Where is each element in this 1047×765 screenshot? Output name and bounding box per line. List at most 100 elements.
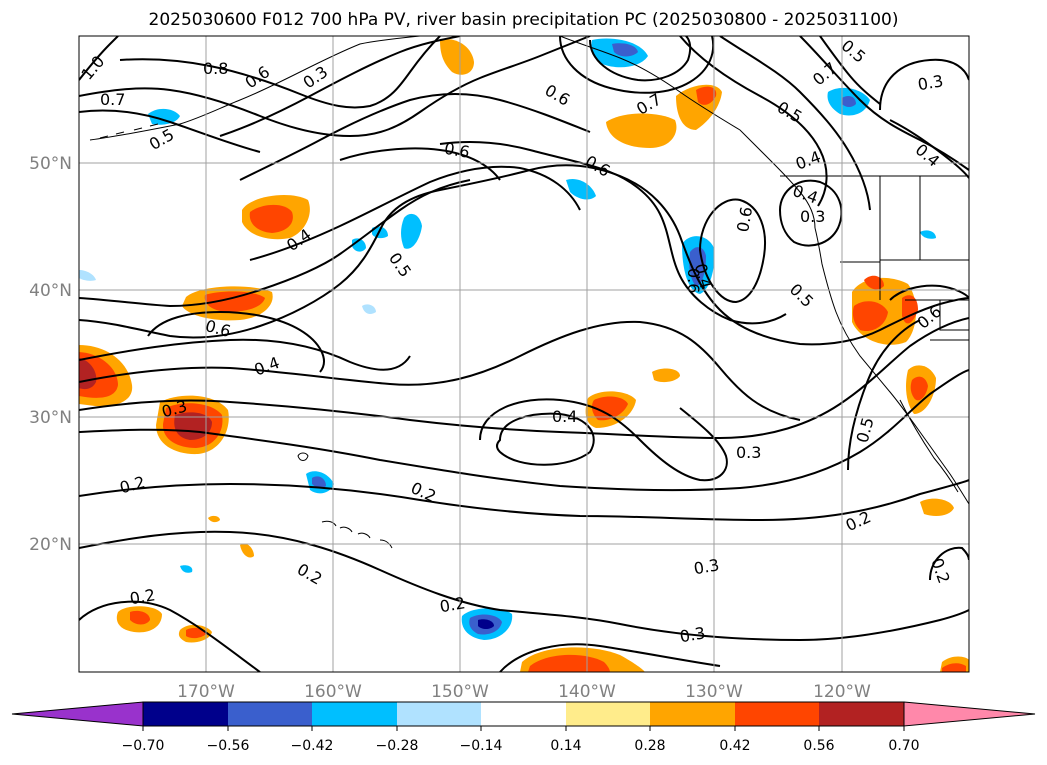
lon-label: 170°W <box>177 682 235 702</box>
precip-blob <box>401 213 422 249</box>
colorbar-segment <box>143 702 228 726</box>
pv-contour-0.4 <box>496 412 595 466</box>
precip-blob <box>204 291 265 312</box>
pv-contour-0.6 <box>799 36 969 171</box>
lon-label: 150°W <box>431 682 489 702</box>
colorbar-segment <box>397 702 481 726</box>
pv-contour-0.3 <box>778 179 843 247</box>
pv-contour-0.6 <box>219 36 461 137</box>
colorbar-tick-label: 0.70 <box>888 738 919 754</box>
pv-contour-0.5 <box>79 109 261 153</box>
longitude-labels: 170°W 160°W 150°W 140°W 130°W 120°W <box>177 682 871 702</box>
us-state-borders <box>840 176 969 341</box>
contour-label: 0.3 <box>800 207 825 226</box>
colorbar-extend-low <box>11 701 144 727</box>
pv-contour-0.4 <box>479 398 728 482</box>
precip-blob <box>612 43 638 57</box>
colorbar-segment <box>735 702 819 726</box>
contour-label: 0.2 <box>128 585 156 608</box>
precip-blob <box>920 230 936 239</box>
colorbar: −0.70 −0.56 −0.42 −0.28 −0.14 0.14 0.28 … <box>11 701 1036 754</box>
precip-blob <box>566 178 596 200</box>
colorbar-segment <box>312 702 397 726</box>
pv-contour-0.6 <box>698 198 766 304</box>
precip-blob <box>920 498 954 516</box>
pv-contour-0.8 <box>119 36 441 109</box>
precip-blob <box>130 610 150 625</box>
precip-blob <box>186 627 206 639</box>
pv-contour-1.0 <box>79 36 119 81</box>
contour-label: 0.6 <box>443 139 471 162</box>
lat-label: 30°N <box>29 408 72 428</box>
colorbar-tick-label: −0.28 <box>376 738 419 754</box>
pv-contour-0.5 <box>679 36 828 207</box>
pv-contour-0.6 <box>559 36 715 94</box>
map-title: 2025030600 F012 700 hPa PV, river basin … <box>148 10 899 30</box>
lon-label: 120°W <box>813 682 871 702</box>
pv-contour-0.4 <box>719 36 871 211</box>
pv-contour-0.3 <box>879 58 969 111</box>
lon-label: 160°W <box>304 682 362 702</box>
colorbar-segment <box>566 702 650 726</box>
contour-label: 0.3 <box>678 623 706 646</box>
small-island <box>297 452 309 461</box>
precip-blob <box>942 663 966 672</box>
pv-contour-0.3 <box>249 165 581 261</box>
colorbar-segment <box>819 702 904 726</box>
precip-blob <box>249 204 293 233</box>
pv-contour-0.6 <box>889 284 969 301</box>
hawaii-islands <box>321 520 393 549</box>
lat-label: 50°N <box>29 154 72 174</box>
precip-blob <box>864 275 884 290</box>
precip-blob <box>372 226 388 239</box>
precip-blob <box>362 304 376 314</box>
colorbar-segment <box>650 702 735 726</box>
precip-blob <box>842 96 856 107</box>
pv-contour-0.5 <box>79 179 471 308</box>
precip-shading <box>79 38 969 672</box>
pv-contour-0.3 <box>79 320 801 421</box>
lon-label: 140°W <box>558 682 616 702</box>
precip-blob <box>240 543 254 558</box>
precip-blob <box>440 39 474 75</box>
colorbar-tick-label: 0.56 <box>803 738 834 754</box>
colorbar-tick-label: −0.56 <box>207 738 250 754</box>
colorbar-ticks <box>142 726 905 731</box>
pv-contour-0.2 <box>79 479 969 522</box>
pv-contour-0.2 <box>499 643 721 672</box>
precip-blob <box>528 654 610 672</box>
pv-contour-0.7 <box>79 36 591 138</box>
contour-label: 0.7 <box>100 90 125 109</box>
alaska-panhandle-coastline <box>559 36 816 229</box>
contour-label: 0.3 <box>916 71 944 94</box>
precip-blob <box>902 295 918 324</box>
colorbar-extend-high <box>903 701 1036 727</box>
lon-label: 130°W <box>685 682 743 702</box>
precip-blob <box>910 376 928 401</box>
pv-contour-0.7 <box>819 36 881 105</box>
precip-blob <box>478 619 494 629</box>
contour-label: 0.2 <box>438 593 466 616</box>
colorbar-tick-label: −0.14 <box>460 738 503 754</box>
coastlines <box>89 36 969 549</box>
lat-label: 40°N <box>29 281 72 301</box>
colorbar-segment <box>228 702 312 726</box>
pv-contour-0.4 <box>79 338 411 371</box>
contour-label: 0.6 <box>684 268 703 293</box>
pv-contour-0.2 <box>79 600 261 672</box>
pv-contour-0.5 <box>847 319 921 471</box>
contour-label: 0.6 <box>733 205 756 233</box>
precip-blob <box>652 368 680 383</box>
colorbar-tick-label: 0.28 <box>634 738 665 754</box>
precip-blob <box>180 565 193 573</box>
pv-contour-0.2 <box>79 530 969 642</box>
precip-blob <box>79 270 96 281</box>
precip-blob <box>208 515 220 523</box>
colorbar-tick-label: −0.70 <box>122 738 165 754</box>
pv-contour-0.5 <box>79 164 969 346</box>
precip-blob <box>696 86 717 105</box>
precip-blob <box>852 301 888 332</box>
precip-blob <box>591 396 628 421</box>
alaska-coastline <box>89 36 421 141</box>
